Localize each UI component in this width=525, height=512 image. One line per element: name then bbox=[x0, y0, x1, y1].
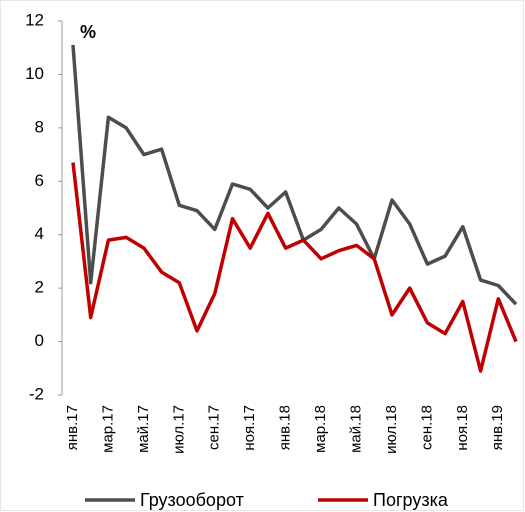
x-tick-label: ноя.17 bbox=[241, 405, 258, 451]
y-tick-label: 4 bbox=[35, 224, 44, 243]
y-tick-label: 2 bbox=[35, 278, 44, 297]
x-tick-label: ноя.18 bbox=[454, 405, 471, 451]
x-tick-label: июл.18 bbox=[383, 405, 400, 454]
y-tick-label: 0 bbox=[35, 331, 44, 350]
x-tick-label: май.18 bbox=[347, 405, 364, 453]
x-tick-label: янв.19 bbox=[489, 405, 506, 450]
x-tick-label: мар.18 bbox=[312, 405, 329, 453]
legend-label: Погрузка bbox=[373, 490, 449, 510]
y-tick-label: 8 bbox=[35, 117, 44, 136]
x-tick-label: янв.17 bbox=[64, 405, 81, 450]
unit-annotation: % bbox=[80, 22, 96, 42]
legend-label: Грузооборот bbox=[140, 490, 244, 510]
x-tick-label: янв.18 bbox=[277, 405, 294, 450]
series-line bbox=[71, 44, 518, 306]
y-tick-label: 10 bbox=[25, 64, 44, 83]
x-tick-label: сен.17 bbox=[206, 405, 223, 450]
x-tick-label: сен.18 bbox=[418, 405, 435, 450]
y-tick-label: 6 bbox=[35, 171, 44, 190]
x-tick-label: июл.17 bbox=[170, 405, 187, 454]
y-tick-label: 12 bbox=[25, 10, 44, 29]
x-tick-label: мар.17 bbox=[99, 405, 116, 453]
y-tick-label: -2 bbox=[29, 384, 44, 403]
x-tick-label: май.17 bbox=[135, 405, 152, 453]
series-line bbox=[71, 162, 518, 373]
